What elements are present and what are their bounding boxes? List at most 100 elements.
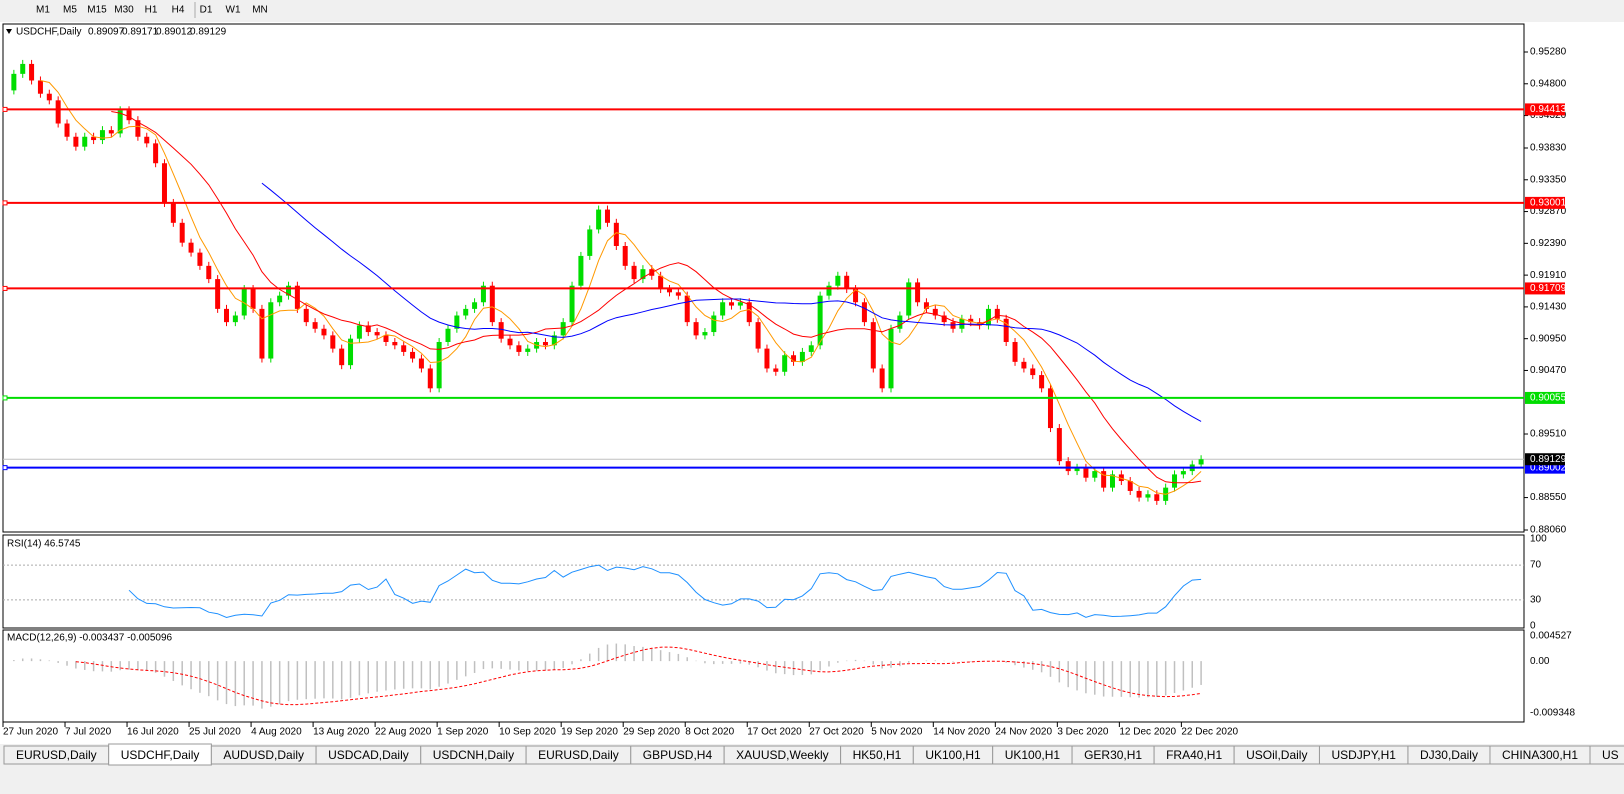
- candle: [631, 265, 637, 280]
- candle: [418, 358, 424, 369]
- candle: [241, 289, 247, 316]
- level-handle[interactable]: [2, 285, 8, 291]
- candle: [197, 252, 203, 266]
- macd-title: MACD(12,26,9) -0.003437 -0.005096: [7, 633, 173, 644]
- candle: [675, 292, 681, 296]
- x-tick-label: 24 Nov 2020: [995, 727, 1052, 738]
- candle: [897, 315, 903, 329]
- macd-tick-label: 0.00: [1530, 656, 1550, 667]
- tab-label: USDCAD,Daily: [328, 748, 409, 762]
- candle: [711, 315, 717, 333]
- timeframe-label: M15: [87, 5, 107, 16]
- candle: [640, 269, 646, 280]
- candle: [755, 322, 761, 349]
- y-tick-label: 0.88060: [1530, 525, 1567, 536]
- timeframe-button[interactable]: [83, 0, 111, 20]
- tab-label: XAUUSD,Weekly: [736, 748, 828, 762]
- level-handle[interactable]: [2, 465, 8, 471]
- tab-label: DJ30,Daily: [1420, 748, 1478, 762]
- ohlc-value: 0.89129: [190, 27, 227, 38]
- candle: [64, 123, 70, 137]
- timeframe-button[interactable]: [192, 0, 220, 20]
- candle: [108, 130, 114, 134]
- candle: [427, 368, 433, 389]
- candle: [782, 355, 788, 372]
- candle: [773, 368, 779, 372]
- tab-label: US: [1602, 748, 1619, 762]
- timeframe-button[interactable]: [110, 0, 138, 20]
- candle: [20, 63, 26, 74]
- toolbar: [0, 0, 1624, 22]
- candle: [1039, 375, 1045, 389]
- level-handle[interactable]: [2, 200, 8, 206]
- chart-window: [0, 22, 1624, 744]
- timeframe-label: M5: [63, 5, 77, 16]
- y-tick-label: 0.91910: [1530, 270, 1567, 281]
- candle: [817, 295, 823, 346]
- level-label: 0.89002: [1530, 462, 1567, 473]
- candle: [569, 285, 575, 323]
- candle: [480, 285, 486, 303]
- candle: [808, 345, 814, 352]
- candle: [445, 328, 451, 342]
- macd-tick-label: -0.009348: [1530, 708, 1575, 719]
- tab-label: USDJPY,H1: [1331, 748, 1396, 762]
- candle: [1145, 494, 1151, 498]
- candle: [206, 265, 212, 280]
- candle: [1083, 467, 1089, 478]
- level-label: 0.94413: [1530, 104, 1567, 115]
- candle: [613, 222, 619, 246]
- candle: [737, 302, 743, 306]
- x-tick-label: 3 Dec 2020: [1057, 727, 1109, 738]
- rsi-title: RSI(14) 46.5745: [7, 539, 81, 550]
- tab-label: FRA40,H1: [1166, 748, 1222, 762]
- candle: [658, 275, 664, 290]
- level-handle[interactable]: [2, 395, 8, 401]
- y-tick-label: 0.94320: [1530, 110, 1567, 121]
- tab-label: CHINA300,H1: [1502, 748, 1578, 762]
- ma-mid: [111, 111, 1202, 484]
- timeframe-button[interactable]: [219, 0, 247, 20]
- candle: [720, 302, 726, 316]
- y-tick-label: 0.89510: [1530, 429, 1567, 440]
- timeframe-button[interactable]: [56, 0, 84, 20]
- candle: [1127, 481, 1133, 491]
- x-tick-label: 22 Aug 2020: [375, 727, 432, 738]
- candle: [224, 308, 229, 323]
- candle: [906, 282, 912, 316]
- candle: [1154, 494, 1160, 501]
- candle: [1021, 361, 1027, 369]
- x-tick-label: 27 Jun 2020: [3, 727, 58, 738]
- timeframe-label: M30: [114, 5, 134, 16]
- candle: [135, 120, 141, 137]
- candle: [436, 341, 442, 389]
- candle: [702, 332, 708, 336]
- timeframe-button[interactable]: [137, 0, 165, 20]
- y-tick-label: 0.90470: [1530, 365, 1567, 376]
- x-tick-label: 1 Sep 2020: [437, 727, 489, 738]
- level-label-box: [1525, 391, 1565, 404]
- tab[interactable]: [1589, 745, 1624, 765]
- candle: [472, 302, 478, 309]
- tab-label: USOil,Daily: [1246, 748, 1307, 762]
- candle: [374, 332, 380, 336]
- tab-label: USDCNH,Daily: [433, 748, 514, 762]
- candle: [29, 63, 35, 81]
- rsi-tick-label: 70: [1530, 560, 1542, 571]
- candle: [915, 282, 921, 303]
- level-handle[interactable]: [2, 106, 8, 112]
- timeframe-button[interactable]: [164, 0, 192, 20]
- candle: [454, 315, 460, 329]
- candle: [215, 279, 221, 309]
- timeframe-button[interactable]: [29, 0, 57, 20]
- candle: [791, 355, 797, 362]
- candle: [994, 308, 1000, 319]
- timeframe-button[interactable]: [246, 0, 274, 20]
- y-tick-label: 0.95280: [1530, 47, 1567, 58]
- candle: [1047, 388, 1053, 429]
- candle: [835, 275, 841, 286]
- candle: [1092, 471, 1098, 478]
- macd-panel: [2, 629, 1525, 723]
- candle: [11, 73, 17, 91]
